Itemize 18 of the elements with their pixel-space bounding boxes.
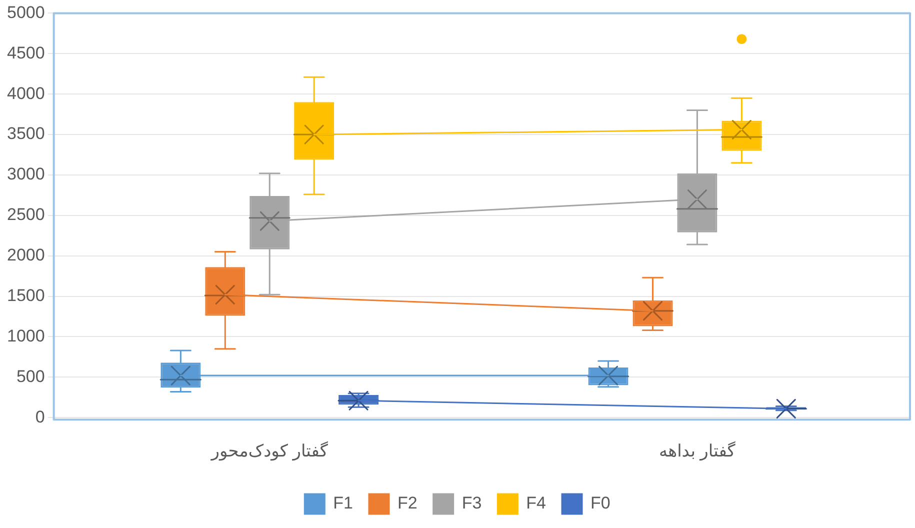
legend-label: F1 <box>333 494 353 513</box>
y-tick-label: 0 <box>35 407 45 426</box>
y-tick-label: 3500 <box>6 124 45 144</box>
y-tick-label: 1500 <box>6 286 45 305</box>
x-tick-label: گفتار کودک‌محور <box>210 440 329 462</box>
legend-label: F4 <box>526 494 546 513</box>
legend-label: F2 <box>397 494 418 513</box>
y-tick-label: 5000 <box>6 2 45 22</box>
x-tick-label: گفتار بداهه <box>659 440 736 462</box>
legend-label: F3 <box>462 494 482 513</box>
legend-label: F0 <box>590 494 610 513</box>
y-tick-label: 1000 <box>6 326 45 346</box>
y-tick-label: 2500 <box>6 205 45 224</box>
y-tick-label: 4000 <box>6 84 45 103</box>
y-tick-label: 4500 <box>6 43 45 62</box>
y-tick-label: 2000 <box>6 246 45 265</box>
y-tick-label: 3000 <box>6 164 45 184</box>
y-tick-label: 500 <box>16 366 45 386</box>
